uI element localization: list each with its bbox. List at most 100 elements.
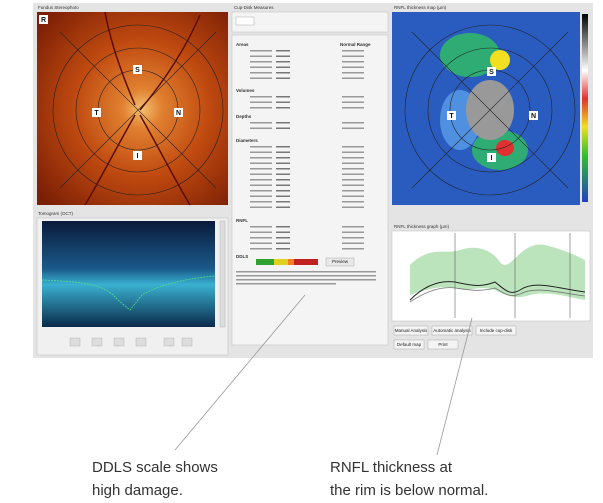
value-row <box>276 72 290 74</box>
value-row <box>342 122 364 124</box>
value-row <box>250 231 272 233</box>
value-row <box>342 248 364 250</box>
value-row <box>250 96 272 98</box>
value-row <box>342 127 364 129</box>
tool-button[interactable] <box>163 337 175 347</box>
value-row <box>276 151 290 153</box>
button[interactable] <box>393 325 429 336</box>
value-row <box>342 237 364 239</box>
value-row <box>342 50 364 52</box>
value-row <box>276 107 290 109</box>
button-label: Manual Analysis <box>395 328 428 333</box>
map-sectors: S T N I <box>447 67 538 162</box>
value-row <box>250 127 272 129</box>
value-row <box>342 146 364 148</box>
value-row <box>342 168 364 170</box>
value-row <box>342 72 364 74</box>
section-heading: DDLS <box>236 254 248 259</box>
button-row: Manual Analysis Automatic analysis Include… <box>393 325 517 350</box>
color-bar <box>582 14 588 202</box>
value-row <box>342 206 364 208</box>
value-row <box>250 248 272 250</box>
value-row <box>250 242 272 244</box>
panel-title: RNFL thickness map (µm) <box>394 5 447 10</box>
graph-dividers <box>454 233 571 318</box>
value-row <box>276 190 290 192</box>
value-row <box>250 72 272 74</box>
value-row <box>276 206 290 208</box>
value-row <box>342 201 364 203</box>
value-row <box>342 151 364 153</box>
button[interactable] <box>431 325 473 336</box>
eye-label: R <box>41 17 46 24</box>
panel-title: RNFL thickness graph (µm) <box>394 224 449 229</box>
value-row <box>276 231 290 233</box>
sector-label: T <box>449 113 454 120</box>
value-row <box>342 96 364 98</box>
value-row <box>342 61 364 63</box>
preview-button[interactable] <box>325 257 355 267</box>
value-row <box>276 242 290 244</box>
value-row <box>342 231 364 233</box>
value-row <box>342 162 364 164</box>
sector-label: S <box>135 67 140 74</box>
value-row <box>250 157 272 159</box>
value-row <box>342 101 364 103</box>
value-row <box>276 66 290 68</box>
callout-line <box>436 317 473 456</box>
value-row <box>250 146 272 148</box>
value-row <box>250 226 272 228</box>
tool-button[interactable] <box>69 337 81 347</box>
value-row <box>276 77 290 79</box>
button-label: Preview <box>332 259 349 264</box>
normal-band <box>410 244 585 300</box>
tool-button[interactable] <box>135 337 147 347</box>
value-row <box>250 173 272 175</box>
value-row <box>250 206 272 208</box>
button[interactable] <box>475 325 517 336</box>
value-row <box>276 50 290 52</box>
button[interactable] <box>427 339 459 350</box>
sector-label: T <box>94 110 99 117</box>
scrollbar[interactable] <box>219 220 226 328</box>
normal-range-header: Normal Range <box>340 42 371 47</box>
value-row <box>276 248 290 250</box>
ddls-scale <box>256 259 318 265</box>
vessels <box>84 11 201 206</box>
tool-button[interactable] <box>91 337 103 347</box>
tomogram-toolbar <box>69 337 193 347</box>
sector-label: N <box>531 113 536 120</box>
measures-sections: Areas Volumes Depths Diameters RNFL DDLS <box>236 42 364 259</box>
tomogram-image <box>42 221 215 327</box>
value-row <box>276 184 290 186</box>
eye-badge <box>39 15 48 24</box>
tool-button[interactable] <box>181 337 193 347</box>
callout-line <box>174 294 306 451</box>
value-row <box>250 190 272 192</box>
value-row <box>276 173 290 175</box>
value-row <box>250 237 272 239</box>
map-overlay <box>404 24 576 196</box>
panel-title: Tomogram (OCT) <box>38 211 74 216</box>
value-row <box>276 55 290 57</box>
dropdown[interactable] <box>235 16 255 26</box>
value-row <box>276 226 290 228</box>
button-label: Include cup-disk <box>480 328 513 333</box>
value-row <box>276 237 290 239</box>
value-row <box>250 107 272 109</box>
annotation: RNFL thickness at <box>330 459 453 476</box>
value-row <box>276 162 290 164</box>
map-blobs <box>440 33 528 170</box>
tool-button[interactable] <box>113 337 125 347</box>
section-heading: Volumes <box>236 88 255 93</box>
fundus-sectors: S T N I <box>92 65 183 160</box>
value-row <box>250 168 272 170</box>
button[interactable] <box>393 339 425 350</box>
value-row <box>276 122 290 124</box>
value-row <box>342 77 364 79</box>
value-row <box>250 151 272 153</box>
value-row <box>250 201 272 203</box>
value-row <box>276 201 290 203</box>
value-row <box>342 226 364 228</box>
value-row <box>250 122 272 124</box>
